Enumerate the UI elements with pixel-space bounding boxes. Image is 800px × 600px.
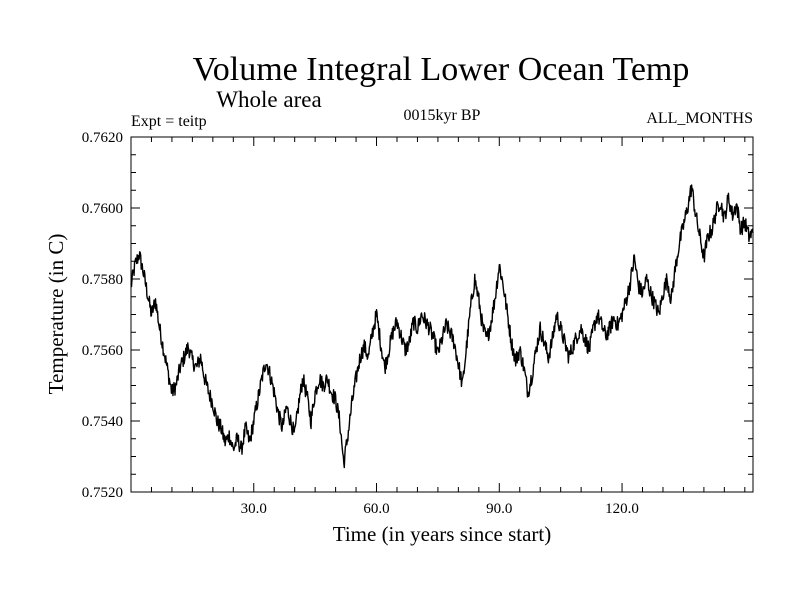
y-tick-labels: 0.7520 0.7540 0.7560 0.7580 0.7600 0.7620 xyxy=(82,130,123,501)
x-tick-label: 90.0 xyxy=(486,501,512,517)
y-tick-label: 0.7580 xyxy=(82,272,123,288)
x-tick-label: 120.0 xyxy=(605,501,639,517)
x-tick-labels: 30.0 60.0 90.0 120.0 xyxy=(241,501,639,517)
y-axis-label: Temperature (in C) xyxy=(44,234,68,395)
chart-title: Volume Integral Lower Ocean Temp xyxy=(193,51,690,88)
y-tick-label: 0.7620 xyxy=(82,130,123,146)
y-tick-label: 0.7540 xyxy=(82,414,123,430)
x-tick-label: 60.0 xyxy=(363,501,389,517)
y-tick-label: 0.7600 xyxy=(82,201,123,217)
x-tick-label: 30.0 xyxy=(241,501,267,517)
period-label: 0015kyr BP xyxy=(404,107,481,124)
y-tick-label: 0.7560 xyxy=(82,343,123,359)
x-axis-label: Time (in years since start) xyxy=(333,522,552,546)
expt-label: Expt = teitp xyxy=(131,113,207,130)
series-line xyxy=(130,184,754,469)
chart-subtitle: Whole area xyxy=(216,87,321,112)
axis-ticks xyxy=(130,136,753,493)
y-tick-label: 0.7520 xyxy=(82,485,123,501)
months-label: ALL_MONTHS xyxy=(646,110,753,127)
